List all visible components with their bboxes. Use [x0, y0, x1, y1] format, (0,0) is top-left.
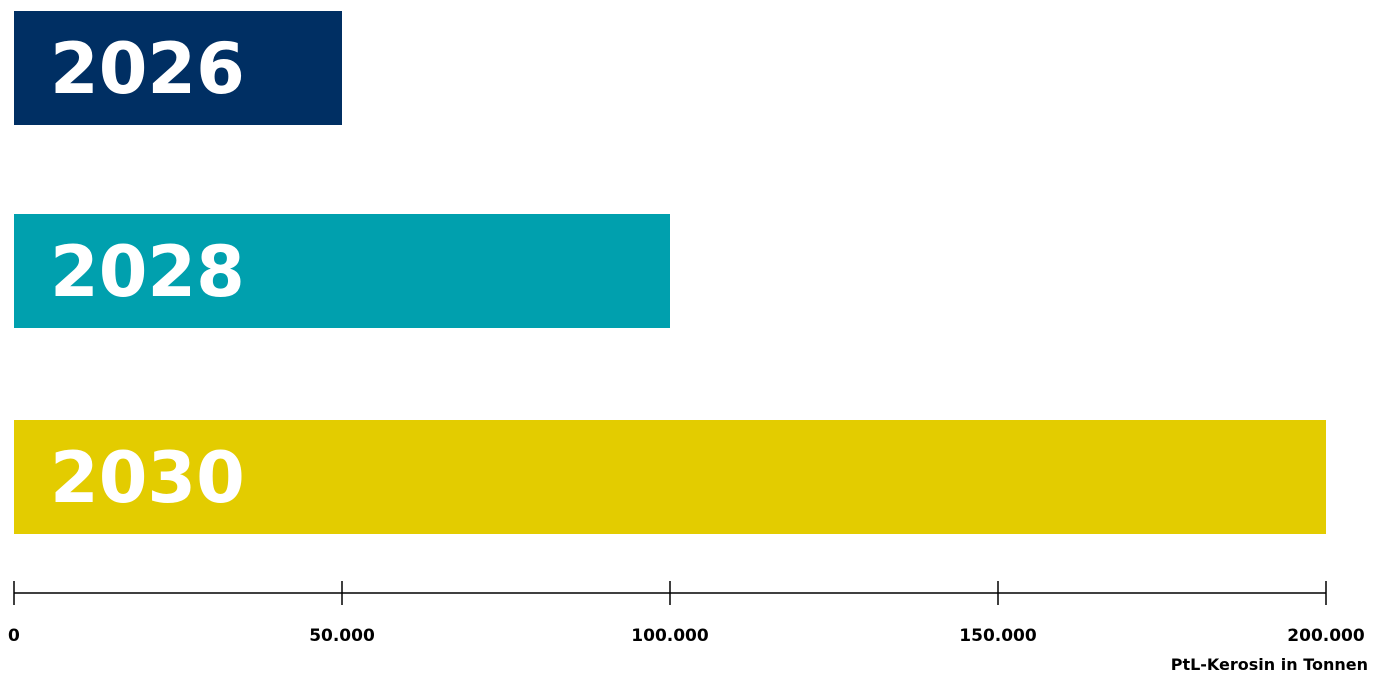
bar-2028	[14, 214, 670, 328]
x-axis: 0 50.000 100.000 150.000 200.000	[8, 581, 1365, 646]
bar-2030	[14, 420, 1326, 534]
x-axis-title: PtL-Kerosin in Tonnen	[1171, 655, 1368, 674]
x-tick-label-4: 200.000	[1287, 626, 1365, 646]
bar-2026	[14, 11, 342, 125]
bar-label-2026: 2026	[50, 28, 245, 110]
x-axis-ticks: 0 50.000 100.000 150.000 200.000	[8, 581, 1365, 646]
bar-label-2028: 2028	[50, 231, 245, 313]
bars-group: 2026 2028 2030	[14, 11, 1326, 534]
x-tick-label-2: 100.000	[631, 626, 709, 646]
x-tick-label-1: 50.000	[309, 626, 375, 646]
bar-label-2030: 2030	[50, 437, 245, 519]
x-tick-label-0: 0	[8, 626, 20, 646]
x-tick-label-3: 150.000	[959, 626, 1037, 646]
